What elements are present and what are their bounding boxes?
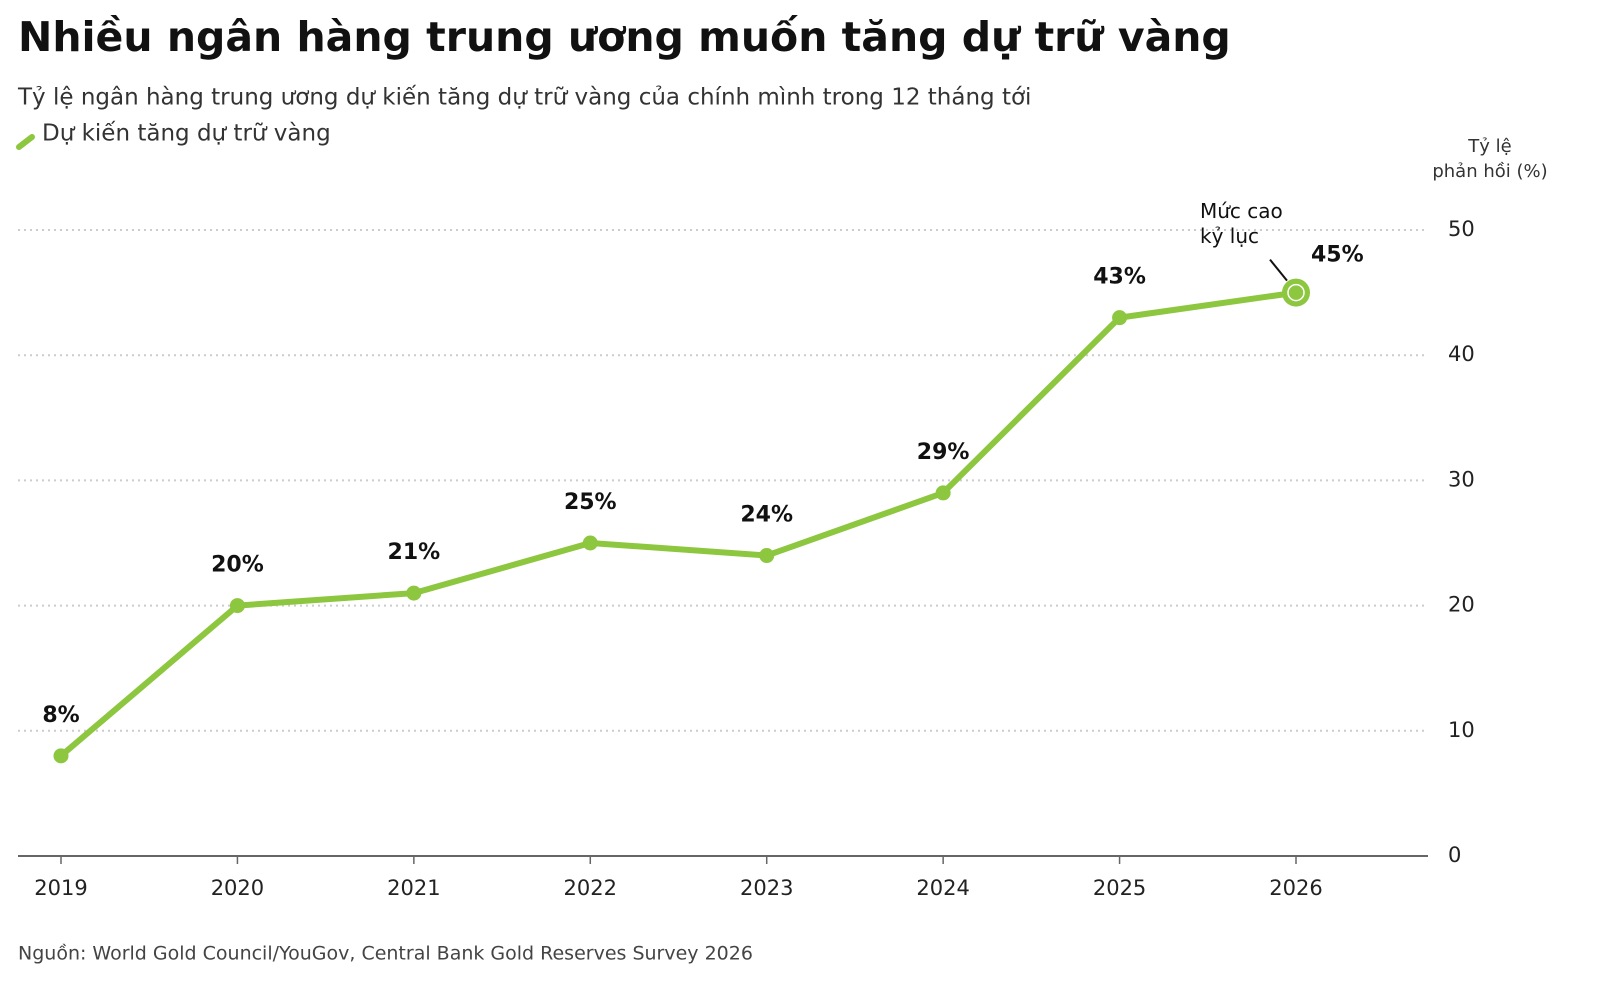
data-label: 25% — [564, 490, 617, 515]
point — [406, 585, 422, 601]
data-label: 8% — [42, 703, 79, 728]
x-tick-label: 2020 — [211, 876, 264, 900]
x-tick-label: 2021 — [387, 876, 440, 900]
y-tick-label: 10 — [1448, 718, 1475, 742]
y-tick-label: 20 — [1448, 593, 1475, 617]
x-tick-label: 2024 — [916, 876, 969, 900]
x-tick-label: 2025 — [1093, 876, 1146, 900]
y-tick-label: 30 — [1448, 467, 1475, 491]
highlight-point — [1282, 278, 1310, 307]
data-label: 45% — [1311, 243, 1364, 268]
annotation: kỷ lục — [1200, 224, 1259, 248]
point — [582, 535, 598, 551]
point — [935, 485, 951, 501]
point — [229, 598, 245, 614]
data-label: 29% — [917, 440, 970, 465]
x-tick-label: 2019 — [34, 876, 87, 900]
legend-swatch — [16, 134, 35, 150]
x-tick-label: 2023 — [740, 876, 793, 900]
highlight-ring — [1287, 283, 1305, 302]
chart-subtitle: Tỷ lệ ngân hàng trung ương dự kiến tăng … — [17, 85, 1031, 111]
chart-title: Nhiều ngân hàng trung ương muốn tăng dự … — [18, 13, 1231, 61]
point — [759, 548, 775, 564]
data-label: 24% — [740, 503, 793, 528]
y-axis-label: phản hồi (%) — [1432, 161, 1547, 182]
y-tick-label: 0 — [1448, 843, 1461, 867]
y-axis-label: Tỷ lệ — [1467, 136, 1511, 157]
annotation-line — [1269, 258, 1288, 282]
point — [53, 748, 69, 764]
x-tick-label: 2026 — [1269, 876, 1322, 900]
y-tick-label: 50 — [1448, 217, 1475, 241]
x-tick-label: 2022 — [564, 876, 617, 900]
legend-label: Dự kiến tăng dự trữ vàng — [42, 121, 331, 147]
y-tick-label: 40 — [1448, 342, 1475, 366]
data-label: 43% — [1093, 265, 1146, 290]
line — [59, 289, 1297, 759]
data-label: 20% — [211, 553, 264, 578]
data-label: 21% — [388, 540, 441, 565]
annotation: Mức cao — [1200, 199, 1283, 223]
source: Nguồn: World Gold Council/YouGov, Centra… — [18, 943, 753, 965]
point — [1112, 310, 1128, 326]
